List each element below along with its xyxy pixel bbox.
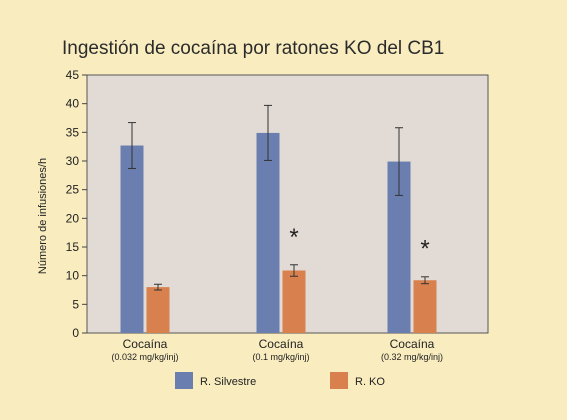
y-tick-label: 10 [66,269,80,283]
error-bar [128,122,136,169]
x-tick-label: Cocaína [259,337,304,351]
x-tick-label: Cocaína [123,337,168,351]
error-bar [395,127,403,196]
y-tick-label: 25 [66,183,80,197]
legend-item: R. KO [330,372,385,389]
significance-asterisk: * [420,235,429,262]
bar-r-ko-2 [413,280,437,333]
y-tick-label: 35 [66,125,80,139]
legend-swatch [175,372,193,389]
y-tick-label: 5 [72,297,79,311]
y-tick-label: 20 [66,211,80,225]
significance-asterisk: * [289,224,298,251]
x-tick-sublabel: (0.1 mg/kg/inj) [252,352,309,362]
y-tick-label: 30 [66,154,80,168]
y-tick-label: 0 [72,326,79,340]
error-bar [421,276,429,285]
x-tick-sublabel: (0.032 mg/kg/inj) [111,352,178,362]
error-bar [264,104,272,161]
x-tick-sublabel: (0.32 mg/kg/inj) [381,352,443,362]
bar-r-silvestre-0 [120,145,144,333]
y-axis: 0 5 10 15 20 25 30 35 40 45 [66,68,87,340]
bars [120,132,437,333]
legend-swatch [330,372,348,389]
bar-r-silvestre-2 [387,161,411,333]
bar-r-silvestre-1 [256,132,280,333]
annotations: * * [289,224,429,262]
bar-r-ko-0 [146,287,170,333]
error-bars [128,104,429,291]
y-axis-label: Número de infusiones/h [37,158,49,274]
y-tick-label: 45 [66,68,80,82]
error-bar [154,283,162,291]
legend-item: R. Silvestre [175,372,256,389]
bar-r-ko-1 [282,270,306,333]
chart-title: Ingestión de cocaína por ratones KO del … [62,38,444,59]
error-bar [290,264,298,277]
x-axis: Cocaína(0.032 mg/kg/inj)Cocaína(0.1 mg/k… [111,337,443,362]
legend: R. Silvestre R. KO [175,372,385,389]
y-tick-label: 15 [66,240,80,254]
y-tick-label: 40 [66,97,80,111]
x-tick-label: Cocaína [390,337,435,351]
legend-label: R. Silvestre [200,376,256,388]
legend-label: R. KO [355,376,385,388]
